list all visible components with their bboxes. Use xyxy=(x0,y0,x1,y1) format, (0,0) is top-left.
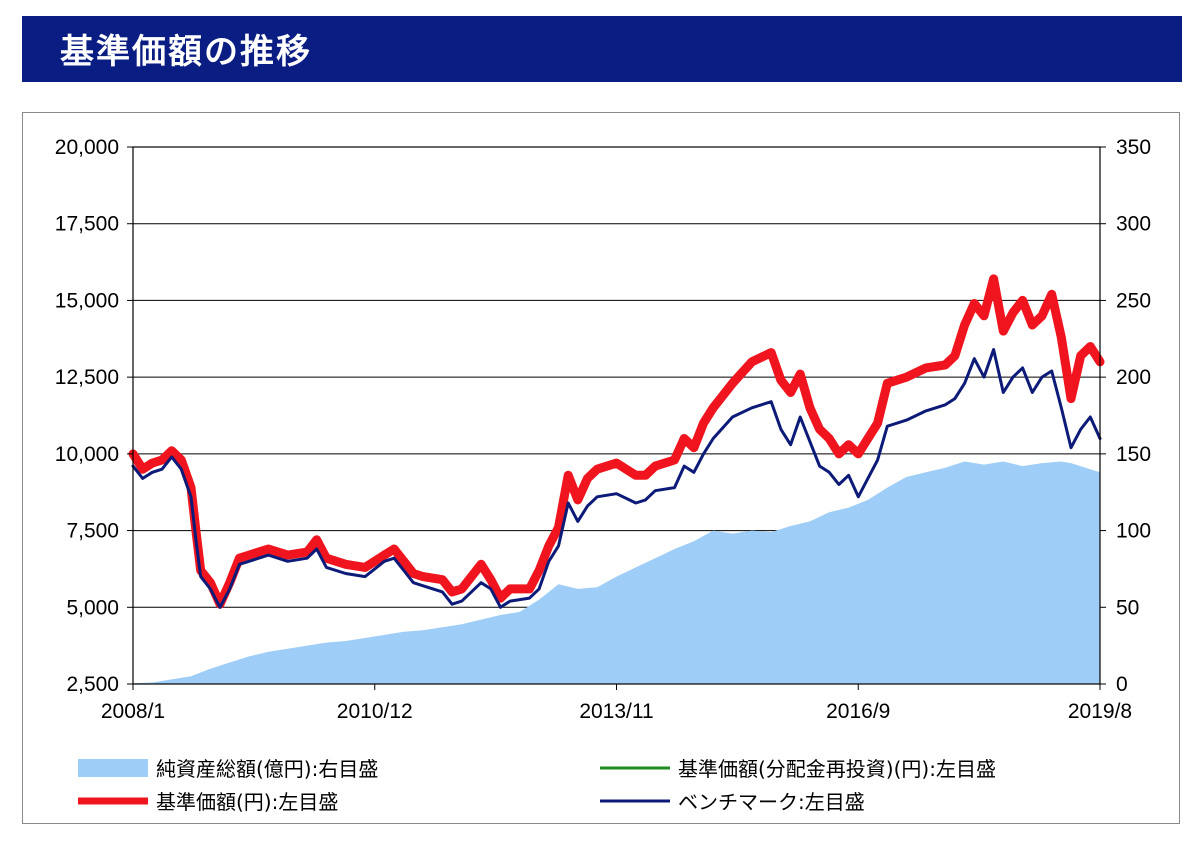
y-right-tick-label: 300 xyxy=(1116,213,1151,236)
y-right-tick-label: 50 xyxy=(1116,596,1139,619)
y-right-tick-label: 100 xyxy=(1116,520,1151,543)
legend-swatch-area xyxy=(78,759,148,777)
y-right-tick-label: 200 xyxy=(1116,366,1151,389)
y-left-tick-label: 5,000 xyxy=(66,596,119,619)
y-right-tick-label: 350 xyxy=(1116,136,1151,159)
legend-label: 純資産総額(億円):右目盛 xyxy=(156,757,378,781)
legend-label: 基準価額(分配金再投資)(円):左目盛 xyxy=(678,757,996,781)
x-tick-label: 2008/1 xyxy=(101,700,165,723)
legend-label: 基準価額(円):左目盛 xyxy=(156,790,338,814)
y-left-tick-label: 2,500 xyxy=(66,673,119,696)
series-line-nav xyxy=(128,274,1105,609)
page-title: 基準価額の推移 xyxy=(60,32,312,72)
y-left-tick-label: 20,000 xyxy=(55,136,119,159)
title-bar: 基準価額の推移 xyxy=(22,16,1182,82)
y-left-tick-label: 15,000 xyxy=(55,289,119,312)
x-tick-label: 2010/12 xyxy=(337,700,413,723)
y-left-tick-label: 10,000 xyxy=(55,443,119,466)
chart-frame xyxy=(22,112,1180,824)
y-left-tick-label: 17,500 xyxy=(55,213,119,236)
y-left-tick-label: 12,500 xyxy=(55,366,119,389)
x-tick-label: 2013/11 xyxy=(579,700,653,723)
series-line-benchmark xyxy=(131,348,1102,609)
x-tick-label: 2019/8 xyxy=(1068,700,1132,723)
series-area-net-assets xyxy=(133,461,1100,684)
x-tick-label: 2016/9 xyxy=(826,700,890,723)
legend-label: ベンチマーク:左目盛 xyxy=(678,790,865,814)
y-right-tick-label: 250 xyxy=(1116,289,1151,312)
y-right-tick-label: 150 xyxy=(1116,443,1151,466)
y-left-tick-label: 7,500 xyxy=(66,520,119,543)
y-right-tick-label: 0 xyxy=(1116,673,1128,696)
